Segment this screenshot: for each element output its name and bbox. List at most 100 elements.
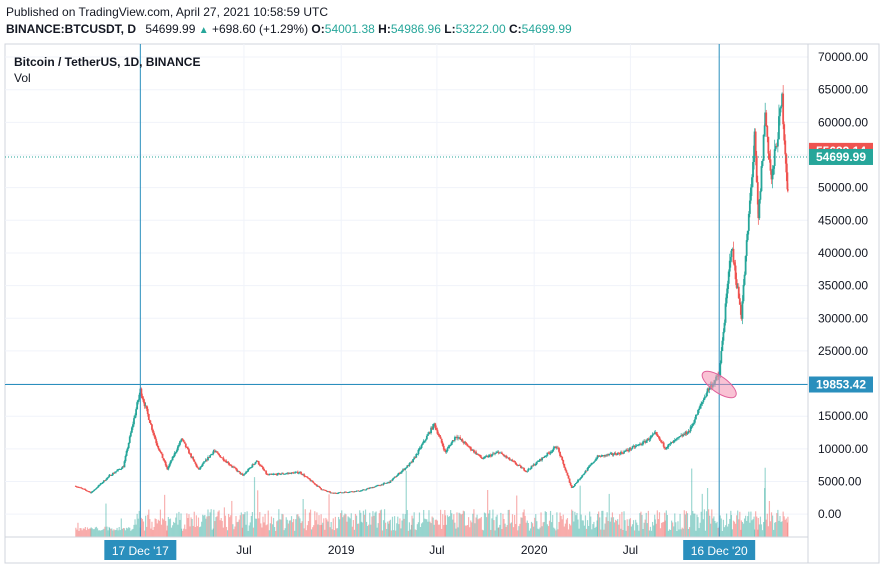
candle-body — [96, 487, 99, 488]
candle-body — [453, 437, 456, 441]
candle-body — [232, 466, 235, 468]
candle-body — [353, 491, 356, 492]
volume-bar — [720, 518, 722, 537]
volume-bar — [543, 521, 545, 537]
candle-body — [667, 444, 670, 447]
candle-body — [224, 460, 227, 462]
candle-body — [662, 442, 665, 447]
volume-bar — [476, 514, 478, 537]
volume-bar — [160, 524, 163, 537]
price-tag-bg — [809, 376, 873, 393]
candle-body — [425, 435, 428, 440]
volume-bar — [574, 511, 576, 537]
candle-body — [373, 487, 375, 488]
candle-body — [549, 451, 552, 454]
candle-body — [389, 480, 392, 483]
volume-bar — [391, 516, 394, 537]
candle-body — [220, 457, 223, 459]
candle-body — [176, 446, 179, 451]
candle-body — [346, 492, 348, 493]
candle-body — [212, 451, 215, 455]
candle-body — [272, 474, 275, 475]
candle-body — [364, 489, 367, 491]
volume-bar — [157, 519, 159, 537]
candle-body — [421, 443, 424, 445]
candle-body — [180, 440, 182, 442]
candle-body — [634, 445, 637, 448]
candle-body — [563, 463, 566, 468]
volume-bar — [662, 522, 664, 537]
price-axis[interactable]: 70000.0065000.0060000.0055000.0050000.00… — [818, 50, 868, 521]
candle-body — [612, 454, 615, 456]
candle-body — [92, 490, 95, 492]
grid — [5, 44, 808, 537]
volume-bar — [478, 518, 480, 537]
candle-body — [560, 455, 563, 457]
volume-bar — [520, 517, 522, 537]
candle-body — [213, 450, 216, 452]
volume-bar — [371, 516, 373, 537]
candle-body — [235, 467, 237, 470]
volume-bar — [136, 513, 138, 537]
volume-bar — [261, 527, 263, 537]
candle-body — [202, 462, 205, 464]
volume-bar — [596, 520, 598, 537]
volume-bar — [422, 522, 424, 537]
candle-body — [565, 470, 568, 473]
candle-body — [775, 145, 778, 147]
candle-body — [744, 255, 747, 275]
time-tag-bg — [683, 540, 756, 560]
candle-body — [380, 484, 383, 486]
volume-bar — [776, 513, 778, 537]
volume-bar — [459, 513, 461, 537]
volume-bar — [124, 530, 127, 537]
volume-bar — [398, 524, 400, 537]
candle-body — [446, 448, 449, 451]
volume-bar — [392, 530, 395, 537]
volume-bar — [389, 519, 391, 537]
volume-bar — [594, 527, 596, 537]
candle-body — [599, 455, 602, 457]
candle-body — [324, 490, 327, 491]
candle-body — [183, 441, 186, 444]
volume-bar — [444, 515, 446, 537]
candle-body — [293, 472, 296, 474]
candle-body — [287, 473, 290, 474]
volume-bar — [454, 522, 456, 537]
volume-bar — [177, 524, 179, 537]
candle-body — [132, 424, 134, 428]
candle-body — [335, 493, 338, 494]
volume-bar — [180, 513, 182, 537]
candle-body — [682, 434, 685, 437]
volume-bar — [700, 511, 702, 537]
volume-bar — [660, 522, 663, 537]
time-axis[interactable]: Jul 2019 Jul 2020 Jul — [236, 543, 638, 557]
symbol-name[interactable]: BINANCE:BTCUSDT, D — [6, 22, 136, 36]
candle-body — [384, 482, 387, 484]
candle-body — [119, 469, 122, 470]
volume-bar — [137, 518, 139, 537]
candle-body — [695, 414, 697, 420]
volume-bar — [738, 519, 740, 537]
candle-body — [133, 418, 135, 425]
candle-body — [327, 491, 329, 493]
candle-body — [483, 456, 486, 459]
volume-bar — [684, 514, 686, 537]
volume-bar — [388, 523, 390, 537]
candle-body — [342, 492, 345, 494]
candle-body — [725, 293, 728, 304]
candle-body — [221, 457, 224, 459]
candle-body — [345, 491, 347, 493]
volume-bar — [688, 527, 691, 537]
candle-body — [447, 446, 450, 449]
candle-body — [691, 423, 694, 427]
volume-bar — [558, 521, 560, 537]
candle-body — [241, 474, 244, 476]
candle-body — [493, 453, 495, 455]
volume-bar — [168, 519, 171, 537]
candle-body — [449, 445, 452, 446]
candle-body — [559, 451, 561, 456]
candle-body — [479, 454, 482, 457]
candle-body — [281, 473, 283, 475]
